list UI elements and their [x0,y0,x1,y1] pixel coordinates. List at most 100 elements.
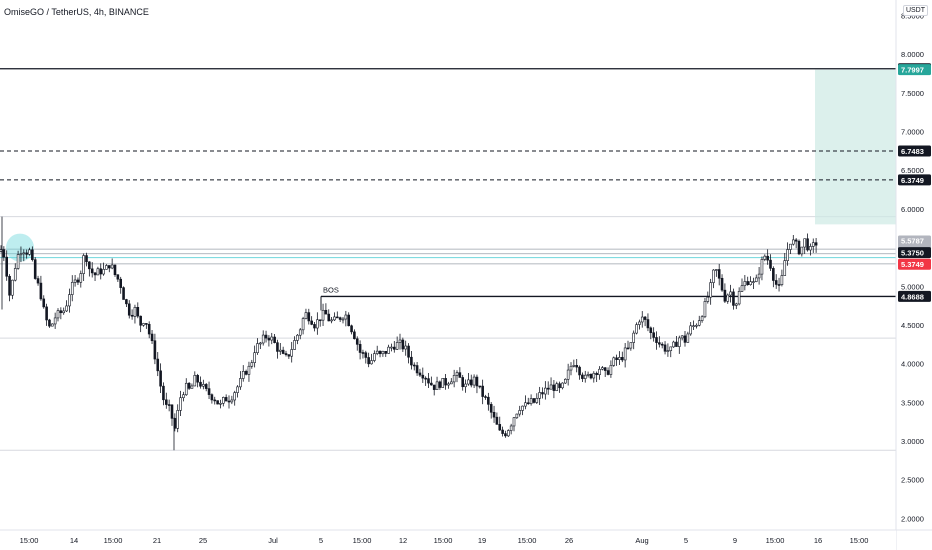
time-tick-label: 15:00 [434,536,453,545]
candle-up [142,323,145,326]
candle-down [187,382,191,389]
candle-down [116,274,120,280]
candle-up [82,255,85,274]
candle-up [316,319,319,329]
candle-up [13,268,17,281]
candle-down [267,337,271,341]
candle-up [193,375,197,387]
candle-down [578,366,581,376]
candle-up [569,365,573,371]
candle-down [338,317,342,320]
candle-down [769,259,772,269]
price-axis[interactable]: 8.50008.00007.50007.00006.50006.00005.50… [895,0,932,550]
candle-up [811,242,815,247]
candle-down [797,240,801,255]
candle-down [90,268,94,274]
candle-down [683,335,687,343]
candle-down [732,291,735,306]
candle-down [130,314,134,317]
candle-down [501,429,504,434]
candle-up [754,277,758,282]
candle-up [697,320,701,326]
candle-up [247,365,251,375]
candle-up [752,281,755,283]
zone-price-tag-bg [898,64,931,76]
time-tick-label: 5 [319,536,323,545]
candle-up [780,275,784,285]
candle-up [512,417,516,427]
candlestick-series [0,216,818,451]
candle-up [680,335,684,339]
candle-down [153,340,157,360]
candle-down [487,396,490,405]
candle-down [606,370,610,375]
time-tick-label: 15:00 [850,536,869,545]
candle-up [375,350,379,354]
candle-down [492,411,496,418]
candle-up [79,273,83,283]
candle-up [110,264,114,269]
price-tick-label: 6.0000 [901,205,924,214]
candle-up [19,253,23,256]
candle-down [392,346,396,350]
candle-down [324,309,328,315]
currency-label[interactable]: USDT [902,5,928,16]
candle-up [601,367,604,370]
candle-up [290,349,294,357]
candle-down [652,332,655,338]
candle-up [809,246,812,251]
candle-down [620,357,624,361]
green-price-tag: 5.3750 [901,249,924,258]
candle-up [529,398,533,404]
candle-up [296,334,299,341]
candle-down [746,281,750,286]
candle-down [615,357,618,360]
price-tick-label: 2.5000 [901,476,924,485]
price-labels: 7.81126.74836.37494.86887.79975.578703:2… [898,63,931,302]
candle-up [726,294,730,302]
candle-down [814,242,818,246]
candle-up [447,383,450,386]
candle-down [541,392,544,395]
candle-up [472,376,476,386]
candle-up [184,382,188,396]
candle-up [133,307,137,317]
price-tick-label: 7.5000 [901,89,924,98]
green-price-tag-bg [898,247,931,259]
candle-up [261,334,265,344]
candle-up [789,243,792,250]
candle-up [623,347,627,361]
candle-up [666,350,670,352]
candle-down [264,334,268,339]
candle-up [404,345,408,350]
candle-down [794,239,798,242]
candle-up [241,371,245,379]
candle-down [165,399,168,405]
candle-down [658,342,661,345]
candle-up [749,281,752,286]
candle-down [125,299,128,305]
time-axis[interactable]: 15:00 14 15:00 21 25 Jul 5 15:00 12 15:00 19 15:00 2… [0,529,932,550]
candle-up [695,324,698,327]
level-price-tag: 6.3749 [901,176,924,185]
candle-down [76,279,80,283]
candle-down [122,287,125,300]
red-price-tag-bg [898,258,931,270]
candle-up [68,294,71,307]
candle-down [430,382,433,386]
time-tick-label: 26 [565,536,573,545]
candle-up [561,382,564,389]
candle-up [179,397,182,411]
price-tick-label: 5.0000 [901,282,924,291]
candle-up [566,369,570,380]
candle-down [310,320,313,325]
candle-up [592,372,596,379]
candle-down [663,344,667,352]
candle-down [307,312,311,322]
candle-down [484,396,487,398]
target-zone-rect [815,69,896,225]
candle-up [398,339,402,343]
candle-down [461,377,465,388]
candle-up [22,252,26,255]
